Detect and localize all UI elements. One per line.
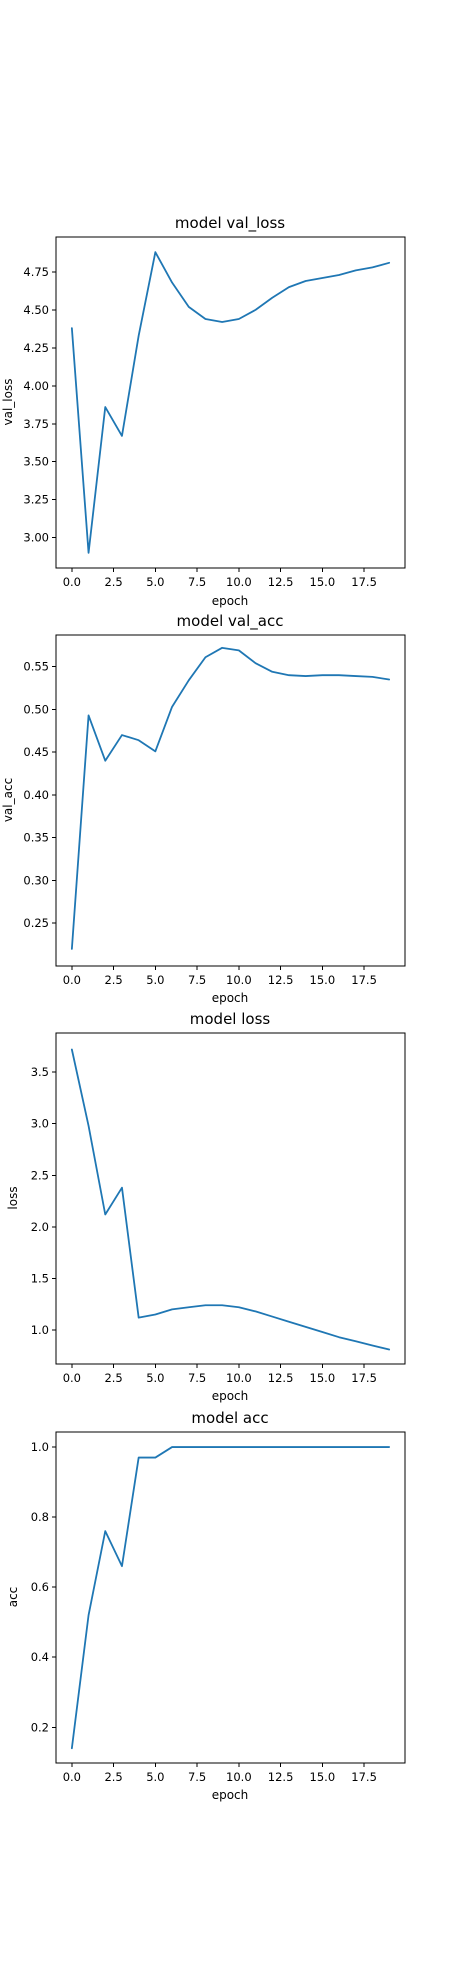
y-tick-label: 0.40 [23,788,49,802]
chart-title: model val_loss [175,214,285,233]
val-loss-chart: model val_loss 0.0 2.5 5.0 7.5 10.0 12.5 15.0 1… [1,214,406,608]
chart-title: model acc [191,1409,268,1427]
y-tick-label: 2.0 [31,1220,49,1234]
y-tick-label: 3.0 [31,1117,49,1131]
x-tick-label: 7.5 [188,973,206,987]
x-tick-label: 15.0 [310,973,336,987]
y-tick-label: 3.75 [23,417,49,431]
y-tick-label: 3.50 [23,455,49,469]
y-tick-label: 0.4 [31,1650,49,1664]
x-tick-label: 0.0 [63,973,81,987]
y-tick-label: 1.0 [31,1323,49,1337]
y-tick-label: 0.6 [31,1580,49,1594]
series-line [70,1048,391,1351]
y-tick-label: 1.0 [31,1440,49,1454]
x-tick-label: 7.5 [188,1770,206,1784]
x-tick-label: 12.5 [268,973,294,987]
y-tick-label: 0.45 [23,745,49,759]
x-tick-label: 5.0 [146,973,164,987]
plot-area-frame [55,634,406,967]
series-line [70,1446,391,1750]
val-acc-chart: model val_acc 0.0 2.5 5.0 7.5 10.0 12.5 15.0 17… [1,612,406,1005]
plot-area-frame [55,236,406,569]
x-tick-label: 17.5 [351,1371,377,1385]
plot-layer: 0.0 2.5 5.0 7.5 10.0 12.5 15.0 17.5 0.25 0.30 0.35… [23,646,391,987]
y-tick-label: 0.25 [23,916,49,930]
x-tick-label: 17.5 [351,973,377,987]
x-tick-label: 2.5 [104,973,122,987]
x-axis-label: epoch [212,1389,249,1403]
y-tick-label: 0.35 [23,831,49,845]
x-tick-label: 7.5 [188,575,206,589]
loss-chart: model loss 0.0 2.5 5.0 7.5 10.0 12.5 15.0 17.5 1… [6,1010,406,1403]
y-tick-label: 3.5 [31,1065,49,1079]
x-tick-label: 17.5 [351,1770,377,1784]
x-tick-label: 2.5 [104,575,122,589]
x-tick-label: 2.5 [104,1770,122,1784]
y-tick-label: 0.50 [23,702,49,716]
x-tick-label: 15.0 [310,1371,336,1385]
y-axis-label: acc [6,1587,20,1608]
x-tick-label: 7.5 [188,1371,206,1385]
plot-area-frame [55,1431,406,1764]
chart-title: model val_acc [177,612,284,631]
y-axis-label: loss [6,1186,20,1209]
y-tick-label: 0.30 [23,873,49,887]
plot-layer: 0.0 2.5 5.0 7.5 10.0 12.5 15.0 17.5 3.00 3.25 3.50… [23,251,391,589]
y-tick-label: 4.75 [23,265,49,279]
x-tick-label: 5.0 [146,1371,164,1385]
x-tick-label: 10.0 [226,1770,252,1784]
plot-area-frame [55,1032,406,1365]
acc-chart: model acc 0.0 2.5 5.0 7.5 10.0 12.5 15.0 17.50.… [6,1409,406,1802]
y-tick-label: 0.2 [31,1720,49,1734]
x-tick-label: 12.5 [268,1770,294,1784]
x-tick-label: 5.0 [146,575,164,589]
x-axis-label: epoch [212,594,249,608]
chart-title: model loss [190,1010,271,1028]
x-tick-label: 12.5 [268,1371,294,1385]
x-tick-label: 10.0 [226,575,252,589]
y-tick-label: 0.55 [23,660,49,674]
y-tick-label: 1.5 [31,1271,49,1285]
y-tick-label: 2.5 [31,1168,49,1182]
y-tick-label: 4.25 [23,341,49,355]
y-tick-label: 0.8 [31,1510,49,1524]
x-tick-label: 15.0 [310,1770,336,1784]
y-tick-label: 4.00 [23,379,49,393]
x-tick-label: 10.0 [226,1371,252,1385]
y-tick-label: 3.00 [23,531,49,545]
y-axis-label: val_loss [1,379,15,426]
x-tick-label: 5.0 [146,1770,164,1784]
x-tick-label: 0.0 [63,575,81,589]
series-line [70,251,391,554]
x-axis-label: epoch [212,991,249,1005]
x-tick-label: 0.0 [63,1770,81,1784]
x-tick-label: 10.0 [226,973,252,987]
x-tick-label: 17.5 [351,575,377,589]
series-line [70,646,391,950]
y-axis-label: val_acc [1,778,15,822]
x-tick-label: 15.0 [310,575,336,589]
x-tick-label: 2.5 [104,1371,122,1385]
plot-layer: 0.0 2.5 5.0 7.5 10.0 12.5 15.0 17.5 0.2 0.4 0.6 0.8… [31,1440,391,1784]
x-tick-label: 0.0 [63,1371,81,1385]
x-axis-label: epoch [212,1788,249,1802]
y-tick-label: 4.50 [23,303,49,317]
x-tick-label: 12.5 [268,575,294,589]
plot-layer: 0.0 2.5 5.0 7.5 10.0 12.5 15.0 17.5 1.0 1.5 2.0 2.5… [31,1048,391,1385]
y-tick-label: 3.25 [23,493,49,507]
